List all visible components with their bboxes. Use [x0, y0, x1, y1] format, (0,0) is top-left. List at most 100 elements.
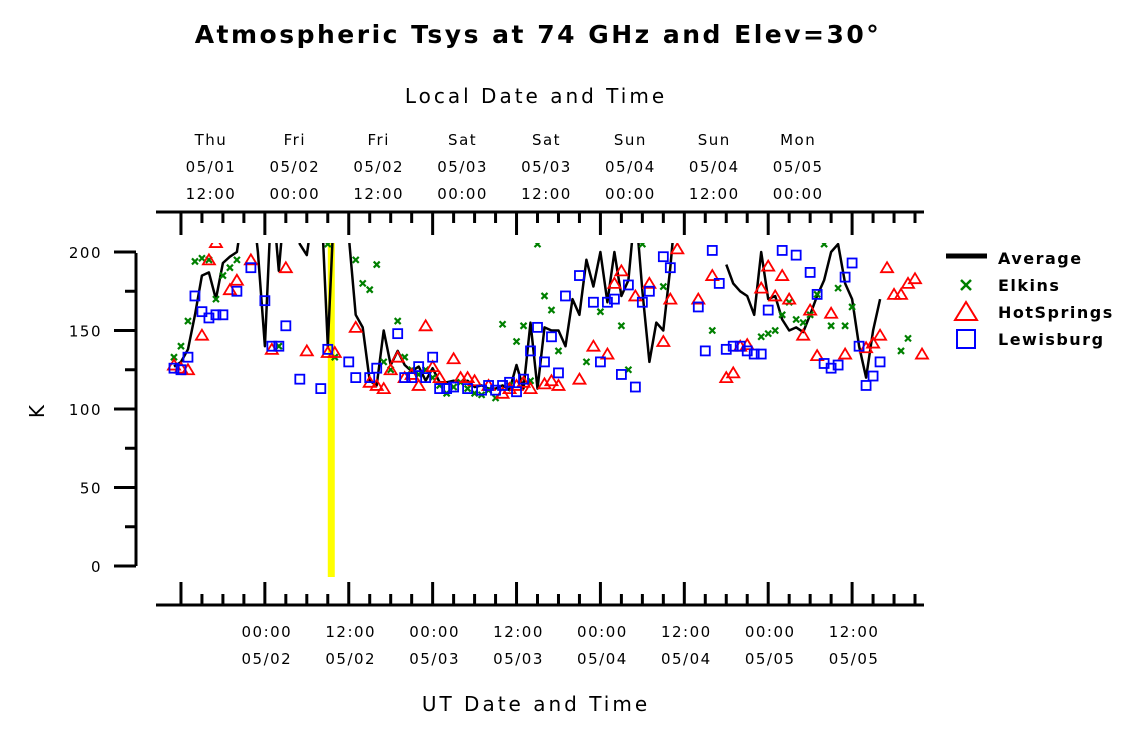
hotsprings-point [599, 346, 616, 360]
hotsprings-point [369, 378, 385, 391]
elkins-point [638, 243, 647, 248]
hotsprings-point [662, 291, 678, 305]
lewisburg-point [615, 369, 627, 380]
elkins-point [820, 243, 828, 248]
lewisburg-point [413, 361, 425, 373]
ut-tick-label: 05/02 [325, 650, 376, 668]
ut-tick-label: 05/03 [409, 650, 460, 668]
ut-tick-label: 00:00 [241, 623, 292, 641]
hotsprings-point [837, 346, 853, 360]
lewisburg-point [294, 373, 306, 385]
elkins-point [596, 307, 605, 316]
hotsprings-point [760, 258, 776, 272]
lewisburg-point [406, 372, 418, 384]
elkins-point [198, 254, 206, 263]
local-tick-label: 05/05 [773, 158, 824, 176]
lewisburg-point [539, 356, 550, 368]
elkins-point [233, 256, 241, 264]
ut-tick-label: 05/04 [661, 650, 712, 668]
local-tick-label: 05/03 [521, 158, 572, 176]
local-tick-label: Sun [614, 131, 647, 149]
ut-tick-label: 00:00 [409, 623, 460, 641]
elkins-point [778, 311, 786, 319]
lewisburg-point [664, 262, 676, 274]
hotsprings-point [879, 260, 895, 274]
elkins-point [827, 322, 835, 330]
hotsprings-point [299, 343, 315, 357]
lewisburg-point [748, 348, 760, 360]
elkins-point [498, 320, 507, 328]
ut-tick-label: 00:00 [577, 623, 628, 641]
y-tick-label: 100 [69, 401, 102, 419]
local-tick-label: 12:00 [186, 185, 237, 203]
lewisburg-point [636, 296, 648, 308]
lewisburg-point [560, 290, 571, 302]
legend: Average Elkins HotSprings Lewisburg [946, 249, 1112, 349]
lewisburg-point [518, 373, 529, 385]
hotsprings-point [767, 288, 783, 302]
hotsprings-point [907, 271, 923, 285]
lewisburg-point [280, 320, 292, 332]
elkins-point [184, 317, 192, 325]
local-tick-label: Fri [284, 131, 306, 149]
local-tick-label: Thu [194, 131, 228, 149]
lewisburg-point [609, 293, 620, 305]
chart-title: Atmospheric Tsys at 74 GHz and Elev=30° [195, 20, 882, 49]
elkins-point [463, 384, 472, 393]
y-tick-label: 50 [80, 480, 102, 498]
lewisburg-point [839, 271, 851, 283]
hotsprings-point [774, 268, 790, 281]
lewisburg-point [727, 340, 739, 352]
ut-tick-label: 05/05 [829, 650, 880, 668]
ut-tick-label: 12:00 [661, 623, 712, 641]
lewisburg-point [217, 309, 229, 321]
elkins-point [904, 334, 912, 343]
local-tick-label: 05/04 [689, 158, 740, 176]
legend-hotsprings-swatch [953, 300, 979, 321]
lewisburg-point [231, 285, 243, 297]
local-tick-label: Sat [448, 131, 477, 149]
lewisburg-point [790, 249, 802, 261]
lewisburg-point [497, 380, 508, 391]
y-tick-label: 150 [69, 323, 102, 341]
local-tick-label: 12:00 [521, 185, 572, 203]
lewisburg-point [629, 381, 641, 393]
ut-tick-label: 12:00 [493, 623, 544, 641]
lewisburg-point [867, 370, 879, 382]
hotsprings-point [550, 378, 567, 391]
elkins-point [191, 257, 199, 266]
elkins-point [792, 315, 800, 324]
lewisburg-point [168, 362, 180, 374]
local-tick-label: 05/02 [269, 158, 320, 176]
lewisburg-point [434, 383, 446, 394]
elkins-point [533, 243, 542, 248]
hotsprings-point [704, 268, 720, 281]
legend-lewisburg-swatch [956, 329, 976, 349]
lewisburg-point [553, 367, 564, 379]
lewisburg-point [804, 267, 816, 278]
lewisburg-point [776, 245, 788, 256]
hotsprings-point [543, 373, 560, 387]
hotsprings-point [376, 381, 392, 394]
lewisburg-point [350, 372, 362, 384]
lewisburg-point [846, 257, 858, 269]
hotsprings-point [432, 370, 448, 384]
hotsprings-point [222, 282, 238, 296]
ut-tick-label: 12:00 [325, 623, 376, 641]
local-tick-label: Fri [368, 131, 390, 149]
bottom-axis-title: UT Date and Time [422, 692, 650, 716]
lewisburg-point [343, 356, 355, 368]
local-tick-label: Sat [532, 131, 561, 149]
hotsprings-point [466, 373, 483, 387]
lewisburg-point [210, 309, 222, 321]
lewisburg-point [811, 288, 823, 300]
local-tick-label: 05/04 [605, 158, 656, 176]
legend-label: Elkins [998, 276, 1060, 295]
lewisburg-point [595, 356, 606, 368]
lewisburg-point [182, 351, 194, 363]
ut-tick-label: 05/05 [745, 650, 796, 668]
lewisburg-point [175, 364, 187, 376]
hotsprings-point [655, 334, 671, 347]
elkins-point [841, 322, 849, 330]
elkins-point [554, 347, 563, 355]
